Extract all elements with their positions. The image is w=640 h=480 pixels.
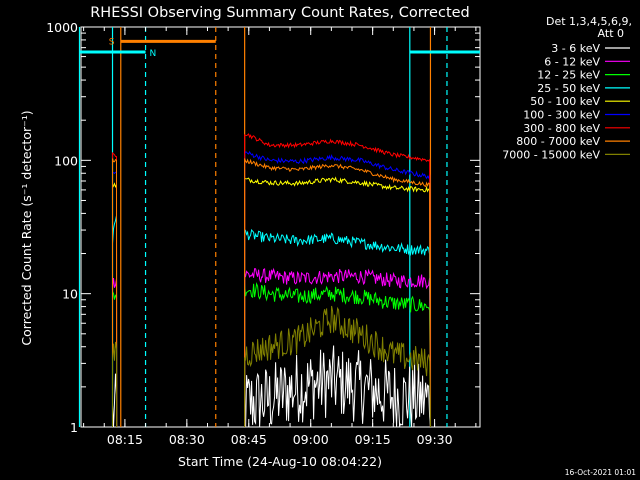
series-6-segment-1: [244, 133, 431, 428]
series-6-segment-0: [112, 151, 118, 428]
y-tick-label-1: 10: [62, 287, 78, 302]
series-7-segment-0: [112, 158, 118, 428]
night-label: N: [150, 49, 157, 59]
series-5-segment-1: [244, 150, 431, 428]
y-axis-label: Corrected Count Rate (s⁻¹ detector⁻¹): [19, 110, 34, 345]
legend-label-1: 6 - 12 keV: [544, 55, 600, 68]
series-1-segment-1: [244, 267, 431, 428]
x-tick-label-0: 08:15: [107, 432, 143, 447]
y-tick-label-3: 1000: [46, 20, 78, 35]
plot-frame: [80, 26, 481, 428]
legend-label-6: 300 - 800 keV: [523, 122, 600, 135]
x-tick-label-5: 09:30: [417, 432, 453, 447]
flags-layer: SN: [78, 27, 480, 427]
legend-label-2: 12 - 25 keV: [537, 69, 600, 82]
chart-title: RHESSI Observing Summary Count Rates, Co…: [90, 5, 470, 21]
y-tick-label-2: 100: [54, 153, 78, 168]
legend-label-5: 100 - 300 keV: [523, 109, 600, 122]
legend-header-1: Det 1,3,4,5,6,9,: [546, 15, 632, 28]
x-axis-label: Start Time (24-Aug-10 08:04:22): [178, 454, 382, 469]
legend-label-0: 3 - 6 keV: [551, 42, 600, 55]
series-8-segment-1: [244, 305, 431, 428]
legend-label-7: 800 - 7000 keV: [516, 135, 600, 148]
x-tick-label-3: 09:00: [293, 432, 329, 447]
x-tick-label-2: 08:45: [231, 432, 267, 447]
series-7-segment-1: [244, 158, 431, 428]
axes-layer: 08:15 08:30 08:45 09:00 09:15 09:30 1 10 100 1000: [46, 20, 480, 447]
x-tick-label-1: 08:30: [169, 432, 205, 447]
legend-label-8: 7000 - 15000 keV: [502, 148, 600, 161]
series-0-segment-1: [244, 345, 431, 428]
legend-header-2: Att 0: [598, 27, 624, 40]
series-8-segment-0: [112, 341, 118, 428]
series-4-segment-1: [244, 176, 431, 428]
series-2-segment-1: [244, 281, 431, 428]
x-tick-label-4: 09:15: [355, 432, 391, 447]
y-tick-label-0: 1: [70, 420, 78, 435]
series-3-segment-1: [244, 228, 431, 428]
series-layer: [112, 133, 431, 428]
footer-date: 16-Oct-2021 01:01: [565, 468, 636, 477]
legend-label-3: 25 - 50 keV: [537, 82, 600, 95]
legend-label-4: 50 - 100 keV: [530, 95, 600, 108]
saa-label: S: [109, 37, 115, 47]
